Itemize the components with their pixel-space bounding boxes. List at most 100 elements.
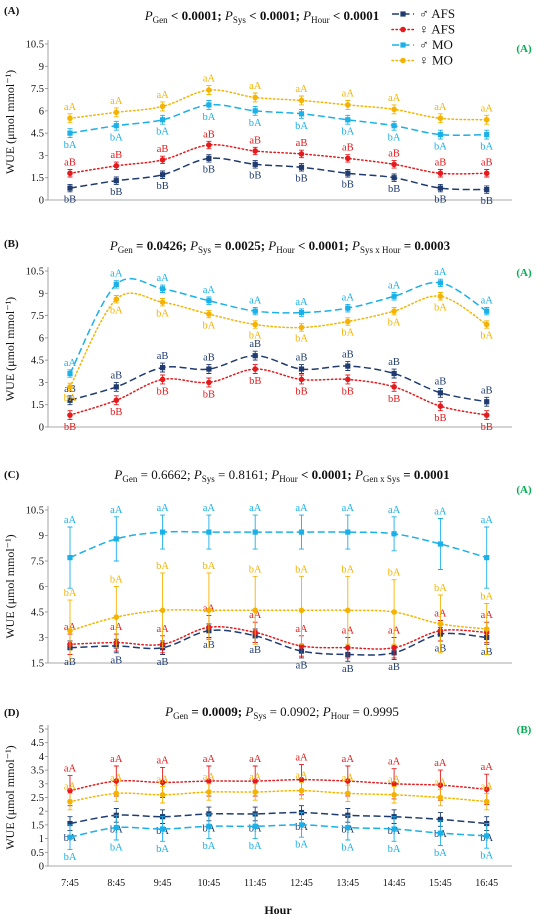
series-0: bB bB bB bB bB bB bB bB bB bB [64, 154, 493, 207]
y-tick-label: 7.5 [31, 557, 44, 568]
point-label: bA [480, 331, 493, 342]
point-label: bA [388, 317, 401, 328]
marker-circle [206, 789, 212, 795]
point-label: bB [481, 196, 493, 207]
marker-circle [206, 778, 212, 784]
marker-circle [345, 607, 351, 614]
series-3: bA bA bA bA bA bA bA bA bA bA [64, 561, 494, 662]
y-tick-label: 9 [39, 531, 44, 542]
stat-value: 0.0001 [182, 8, 218, 23]
point-label: bA [249, 331, 262, 342]
legend-item: ♂ AFS [392, 6, 455, 21]
marker-circle [298, 787, 305, 794]
point-label: bB [156, 386, 168, 397]
point-label: aA [249, 81, 262, 92]
marker-circle [400, 57, 406, 64]
stat-subscript: Gen [173, 711, 188, 721]
point-label: bA [64, 140, 77, 151]
point-label: bA [388, 568, 401, 579]
point-label: bA [202, 320, 215, 331]
y-tick-label: 5 [39, 725, 44, 736]
marker-circle [391, 308, 397, 314]
marker-square [252, 161, 258, 167]
marker-circle [252, 778, 258, 784]
stat-symbol: P [113, 467, 122, 482]
point-label: bA [295, 564, 308, 575]
stat-value: 0.0009 [202, 704, 238, 719]
marker-circle [298, 324, 305, 331]
marker-square [298, 366, 305, 372]
marker-circle [159, 607, 166, 614]
point-label: bA [64, 393, 77, 404]
marker-circle [298, 97, 305, 104]
series-line [69, 626, 488, 650]
y-axis-title: WUE (μmol mmol⁻¹) [3, 70, 17, 174]
point-label: bB [388, 394, 400, 405]
marker-circle [391, 644, 397, 651]
x-tick-label: 12:45 [290, 878, 313, 889]
stat-separator: ; [217, 8, 221, 23]
y-tick-label: 7.5 [31, 84, 44, 95]
x-tick-label: 10:45 [198, 878, 221, 889]
stat-subscript: Hour [331, 711, 350, 721]
stat-subscript: Hour [311, 15, 330, 25]
point-label: bA [434, 848, 447, 859]
marker-circle [391, 609, 397, 615]
y-tick-label: 10.5 [26, 506, 44, 517]
marker-circle [345, 155, 351, 162]
point-label: aA [295, 770, 308, 781]
marker-square [252, 529, 258, 535]
point-label: aB [110, 655, 122, 666]
marker-square [484, 132, 490, 138]
point-label: aB [342, 350, 354, 361]
point-label: aA [110, 505, 123, 516]
stat-value: 0.0902 [280, 704, 316, 719]
marker-square [206, 823, 212, 829]
x-tick-label: 7:45 [61, 878, 79, 889]
marker-square [252, 108, 258, 114]
series-1: aA aA aA aA aA aA aA aA aA aA [64, 753, 493, 807]
marker-square [391, 293, 397, 299]
legend-label: ♀ MO [419, 53, 453, 68]
series-1: bB bB bB bB bB bB bB bB bB bB [64, 364, 493, 433]
legend-label: ♂ AFS [419, 6, 455, 21]
point-label: aB [435, 376, 447, 387]
series-2: aA aA aA aA aA aA aA aA aA aA [64, 267, 493, 378]
marker-circle [113, 109, 120, 116]
y-tick-label: 10.5 [26, 267, 44, 278]
point-label: bB [295, 174, 307, 185]
stat-symbol: P [267, 238, 276, 253]
marker-circle [113, 163, 120, 169]
marker-square [67, 130, 73, 136]
point-label: aA [156, 775, 169, 786]
point-label: bB [249, 376, 261, 387]
marker-circle [252, 366, 258, 372]
stat-value: 0.0001 [312, 467, 348, 482]
panel-label: (B) [4, 238, 19, 250]
point-label: aA [110, 96, 123, 107]
point-label: bB [342, 180, 354, 191]
marker-circle [67, 787, 73, 794]
point-label: aA [110, 754, 123, 765]
stat-separator: ; [316, 704, 320, 719]
stat-separator: ; [296, 8, 300, 23]
marker-square [345, 363, 351, 369]
stats-line: PGen = 0.0009; PSys = 0.0902; PHour = 0.… [164, 704, 399, 721]
point-label: bA [156, 561, 169, 572]
series-line [69, 157, 487, 191]
point-label: aA [203, 503, 216, 514]
marker-circle [298, 151, 305, 157]
marker-square [113, 536, 119, 542]
panel-label: (D) [4, 707, 20, 719]
point-label: bB [156, 181, 168, 192]
point-label: aB [481, 385, 493, 396]
y-tick-label: 10.5 [26, 40, 44, 51]
marker-square [298, 822, 305, 828]
point-label: bB [64, 194, 76, 205]
y-tick-label: 3 [39, 151, 44, 162]
stat-relation: = [191, 704, 198, 719]
point-label: aA [156, 90, 169, 101]
marker-square [252, 308, 258, 314]
marker-circle [437, 621, 444, 627]
